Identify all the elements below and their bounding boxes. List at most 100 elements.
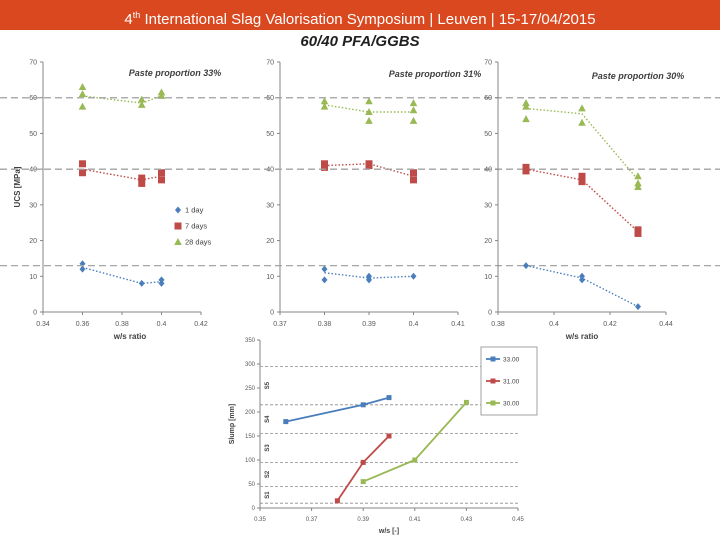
chart3-data-point-7-days (578, 172, 586, 180)
chart3-data-point-28-days (634, 172, 642, 180)
chart1-x-tick-label: 0.4 (157, 321, 167, 328)
legend-label-28-days: 28 days (185, 238, 212, 247)
chart2-data-point-28-days (320, 97, 329, 105)
chart3-data-point-1-day (635, 303, 641, 311)
chart2-data-point-1-day (321, 265, 328, 273)
chart1-series-1-day-trend-line (82, 266, 162, 285)
slump-data-point-33.00 (386, 395, 392, 401)
slump-y-tick-label: 0 (252, 506, 256, 512)
chart3-data-point-28-days (522, 99, 530, 107)
chart2-data-point-1-day (366, 276, 372, 284)
slump-data-point-33.00 (360, 402, 366, 408)
chart1-data-point-28-days (78, 90, 87, 98)
slump-x-tick-label: 0.39 (357, 517, 369, 523)
slump-data-point-31.00 (334, 498, 340, 504)
chart3-y-tick-label: 10 (484, 274, 492, 281)
chart2-data-point-28-days (409, 106, 418, 114)
chart2-data-point-28-days (409, 116, 418, 124)
legend-marker-28-days (174, 238, 182, 245)
chart3-y-tick-label: 40 (484, 167, 492, 174)
chart1-data-point-7-days (138, 179, 146, 187)
chart2-data-point-28-days (365, 116, 373, 124)
slump-class-label: S5 (265, 381, 271, 389)
chart1-data-point-7-days (158, 169, 165, 177)
slump-class-label: S4 (265, 415, 271, 423)
chart2-data-point-7-days (321, 160, 328, 168)
chart3-data-point-28-days (634, 183, 642, 190)
chart2-x-tick-label: 0.37 (273, 321, 287, 328)
chart2-data-point-1-day (321, 276, 328, 284)
slump-x-axis-label: w/s [-] (378, 528, 399, 535)
header-ordinal: 4 (124, 11, 133, 28)
chart1-data-point-28-days (78, 83, 87, 90)
chart2-y-tick-label: 70 (266, 60, 274, 67)
chart2-data-point-1-day (410, 272, 417, 280)
chart3-data-point-7-days (634, 229, 642, 237)
chart3-data-point-1-day (579, 276, 585, 284)
legend-label-7-days: 7 days (185, 222, 207, 231)
chart3-data-point-28-days (634, 179, 642, 187)
chart1-data-point-28-days (137, 95, 146, 103)
slump-y-tick-label: 100 (245, 458, 256, 464)
slump-legend-marker-31.00 (490, 378, 496, 384)
chart2-y-tick-label: 50 (266, 131, 274, 138)
chart2-y-tick-label: 20 (266, 238, 274, 245)
chart3-series-28-days-trend-line (525, 107, 639, 181)
slump-legend-label-31.00: 31.00 (503, 379, 520, 386)
chart1-data-point-28-days (157, 88, 166, 96)
slump-class-label: S1 (265, 491, 271, 499)
chart2-data-point-28-days (409, 99, 418, 107)
slump-y-tick-label: 250 (245, 386, 256, 392)
legend-marker-7-days (174, 222, 182, 230)
slump-x-tick-label: 0.43 (461, 517, 473, 523)
chart1-y-tick-label: 0 (33, 310, 37, 317)
chart3-data-point-1-day (523, 262, 529, 270)
chart3-x-tick-label: 0.44 (659, 321, 673, 328)
chart1-x-tick-label: 0.38 (115, 321, 129, 328)
chart1-x-tick-label: 0.36 (76, 321, 90, 328)
slump-y-tick-label: 350 (245, 338, 256, 344)
chart1-series-28-days-trend-line (82, 95, 162, 104)
chart1-data-point-1-day (158, 276, 165, 284)
chart1-data-point-1-day (138, 279, 145, 287)
chart1-data-point-1-day (79, 265, 86, 273)
slump-x-tick-label: 0.37 (306, 517, 318, 523)
slump-data-point-31.00 (360, 459, 366, 465)
chart3-data-point-7-days (578, 178, 586, 186)
chart2-data-point-7-days (321, 163, 328, 171)
chart2-data-point-7-days (410, 169, 417, 177)
chart2-y-tick-label: 30 (266, 202, 274, 209)
chart1-data-point-7-days (138, 174, 146, 182)
legend-marker-1-day (175, 206, 181, 214)
slump-data-point-33.00 (283, 419, 289, 425)
slump-legend-marker-30.00 (490, 400, 496, 406)
chart3-data-point-7-days (522, 163, 530, 171)
chart1-data-point-7-days (79, 160, 86, 168)
chart1-y-tick-label: 60 (29, 95, 37, 102)
chart2-data-point-1-day (366, 272, 372, 280)
chart1-data-point-7-days (79, 169, 86, 177)
chart1-data-point-28-days (157, 91, 166, 99)
chart2-x-tick-label: 0.39 (362, 321, 376, 328)
chart2-series-1-day-trend-line (324, 272, 414, 279)
chart3-data-point-7-days (522, 167, 530, 175)
chart2-data-point-28-days (365, 97, 373, 105)
slump-x-tick-label: 0.35 (254, 517, 266, 523)
slump-data-point-30.00 (360, 479, 366, 485)
chart3-x-tick-label: 0.38 (491, 321, 505, 328)
header-bar: 4th International Slag Valorisation Symp… (0, 0, 720, 30)
slump-y-tick-label: 50 (248, 482, 255, 488)
slump-legend-marker-33.00 (490, 356, 496, 362)
chart1-data-point-1-day (158, 279, 165, 287)
slump-class-label: S2 (265, 470, 271, 478)
chart2-y-tick-label: 60 (266, 95, 274, 102)
slump-data-point-30.00 (412, 457, 418, 463)
chart3-x-axis-label: w/s ratio (565, 332, 599, 341)
slump-x-tick-label: 0.41 (409, 517, 421, 523)
chart1-y-axis-label: UCS [MPa] (13, 166, 22, 207)
chart3-y-tick-label: 60 (484, 95, 492, 102)
header-ordinal-suffix: th (132, 10, 141, 20)
chart1-x-tick-label: 0.42 (194, 321, 208, 328)
chart3-data-point-28-days (522, 102, 530, 110)
